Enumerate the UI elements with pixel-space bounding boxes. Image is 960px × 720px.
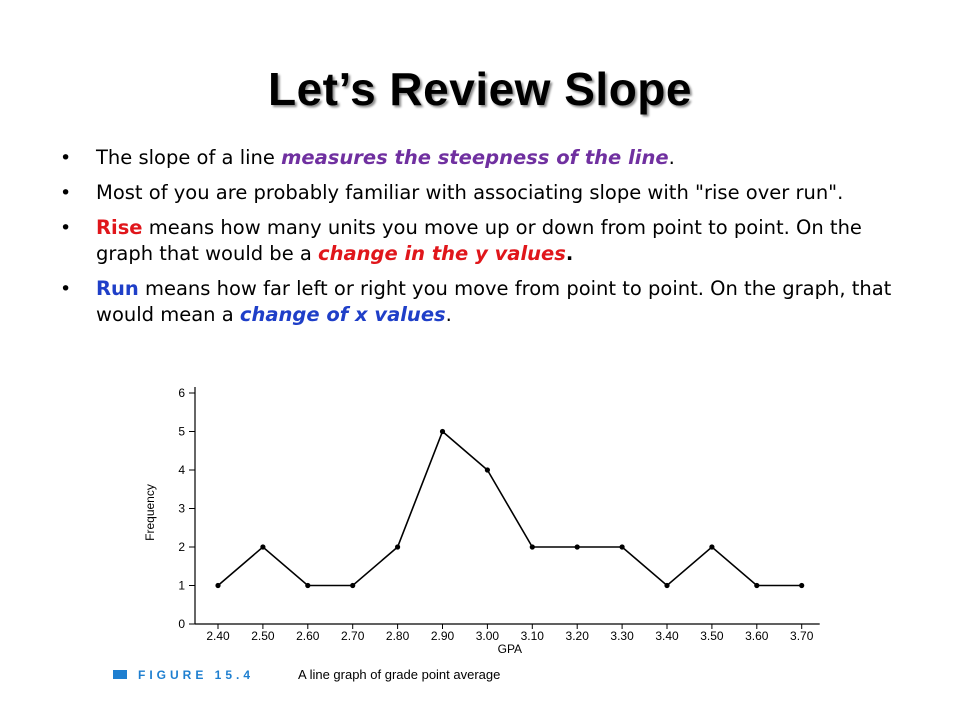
data-point — [305, 582, 311, 589]
data-point — [215, 582, 221, 589]
x-tick-label: 3.40 — [655, 629, 679, 643]
figure-caption: A line graph of grade point average — [298, 667, 500, 682]
data-point — [395, 544, 401, 550]
bullet-text: Most of you are probably familiar with a… — [96, 181, 844, 204]
y-tick-label: 3 — [178, 502, 185, 516]
bullet-dot-icon: • — [60, 147, 72, 169]
data-point — [619, 544, 625, 550]
x-tick-label: 3.70 — [790, 629, 814, 643]
bullet-item: • Run means how far left or right you mov… — [58, 276, 918, 328]
data-point — [350, 582, 356, 589]
y-tick-label: 4 — [178, 463, 185, 477]
bullet-item: • Most of you are probably familiar with … — [58, 180, 918, 206]
x-axis-label: GPA — [498, 642, 522, 656]
bullet-text: The slope of a line — [96, 146, 282, 169]
series-line — [217, 430, 802, 587]
x-tick-label: 2.60 — [296, 629, 320, 643]
bullet-text: means how far left or right you move fro… — [96, 277, 892, 326]
y-tick-label: 0 — [178, 617, 185, 631]
x-tick-label: 3.10 — [521, 629, 545, 643]
bullet-text: Rise — [96, 216, 143, 239]
x-tick-label: 3.00 — [476, 629, 500, 643]
data-point — [260, 544, 266, 550]
y-tick-label: 2 — [178, 540, 185, 554]
y-tick-label: 1 — [178, 579, 185, 593]
x-tick-label: 2.70 — [341, 629, 365, 643]
bullet-text: measures the steepness of the line — [281, 146, 669, 169]
x-tick-label: 3.50 — [700, 629, 724, 643]
x-tick-label: 2.40 — [206, 629, 230, 643]
x-tick-label: 3.30 — [610, 629, 634, 643]
data-point — [754, 582, 760, 589]
x-tick-label: 2.80 — [386, 629, 410, 643]
y-tick-label: 6 — [178, 386, 185, 400]
bullet-text: . — [445, 303, 452, 326]
bullet-item: • Rise means how many units you move up o… — [58, 215, 918, 267]
bullet-text: change of x values — [239, 303, 446, 326]
x-tick-label: 2.90 — [431, 629, 455, 643]
slide-title: Let’s Review Slope — [268, 63, 692, 115]
data-point — [709, 544, 715, 550]
chart-series — [215, 428, 805, 589]
bullet-text: . — [668, 146, 675, 169]
bullet-dot-icon: • — [60, 278, 72, 300]
bullet-list: • The slope of a line measures the steepn… — [58, 145, 918, 337]
bullet-item: • The slope of a line measures the steepn… — [58, 145, 918, 171]
bullet-text: . — [565, 242, 574, 265]
figure-caption-marker — [113, 670, 127, 679]
chart-axes: 0 1 2 3 4 5 6 2.40 2.50 2.60 2.70 2.80 2.90 3.00 3.10 3… — [178, 386, 820, 643]
data-point — [664, 582, 670, 589]
x-tick-label: 3.60 — [745, 629, 769, 643]
data-point — [799, 582, 805, 589]
data-point — [484, 467, 490, 473]
bullet-dot-icon: • — [60, 217, 72, 239]
bullet-text: change in the y values — [318, 242, 566, 265]
x-tick-label: 2.50 — [251, 629, 275, 643]
data-point — [574, 544, 580, 550]
bullet-text: Run — [96, 277, 139, 300]
y-tick-label: 5 — [178, 425, 185, 439]
bullet-text: means how many units you move up or down… — [96, 216, 862, 265]
bullet-dot-icon: • — [60, 182, 72, 204]
figure-caption-label: FIGURE 15.4 — [138, 668, 254, 682]
x-tick-label: 3.20 — [566, 629, 590, 643]
y-axis-label: Frequency — [143, 484, 157, 541]
data-point — [529, 544, 535, 550]
data-point — [439, 428, 446, 435]
